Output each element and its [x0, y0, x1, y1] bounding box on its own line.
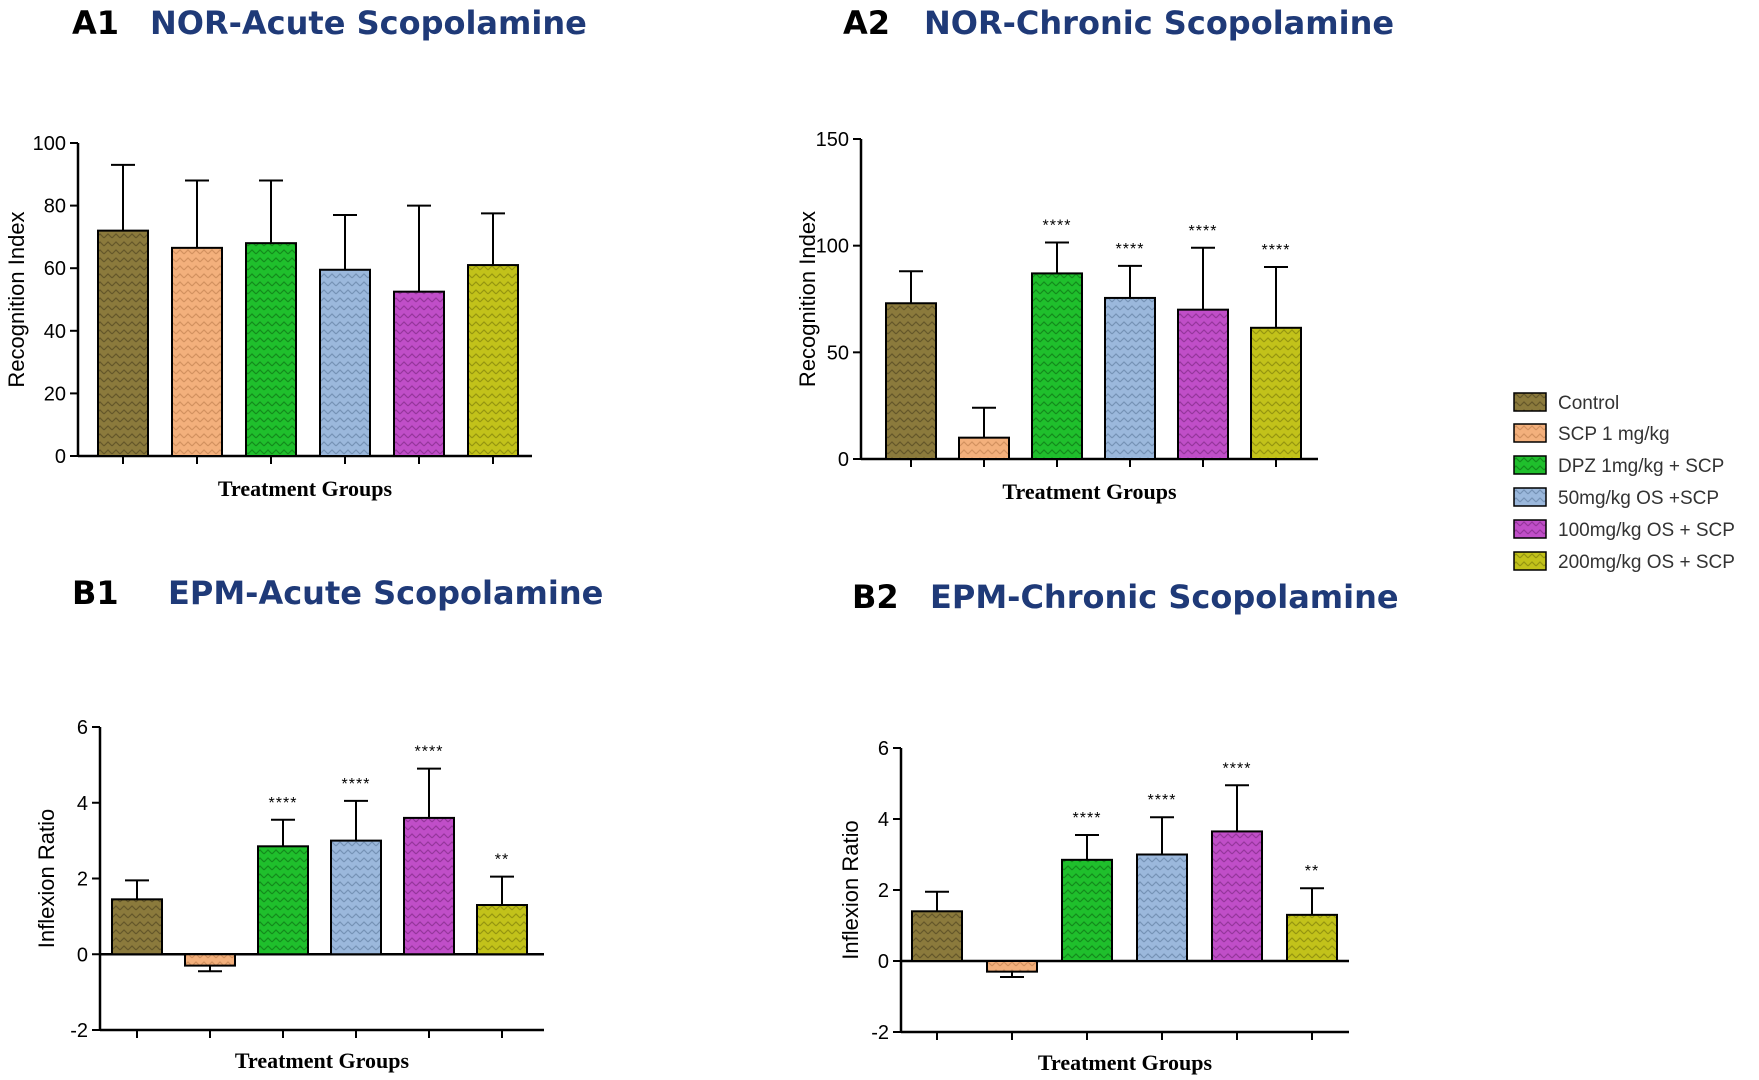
panel-b1-y-tick-label: 0 — [77, 944, 88, 966]
panel-b1-sig-dpz: **** — [269, 795, 298, 812]
panel-b2-bar-os50 — [1136, 853, 1188, 962]
panel-a1-bar-os100 — [393, 290, 445, 457]
panel-b2-sig-dpz: **** — [1073, 810, 1102, 827]
panel-a1-y-tick-label: 80 — [44, 196, 66, 218]
panel-a1-bar-os200 — [467, 264, 519, 457]
panel-b1-y-tick-label: 2 — [77, 869, 88, 891]
panel-b1-title: EPM-Acute Scopolamine — [168, 574, 603, 612]
legend-swatch-os50 — [1513, 487, 1547, 507]
panel-a2-sig-os100: **** — [1189, 223, 1218, 240]
panel-a2-bar-scp — [958, 436, 1010, 460]
panel-b1-bar-os200 — [476, 904, 528, 956]
panel-a1-y-tick-label: 0 — [55, 446, 66, 468]
panel-a1-bar-dpz — [245, 242, 297, 457]
panel-a1-title: NOR-Acute Scopolamine — [150, 4, 587, 42]
panel-b1-sig-os100: **** — [415, 744, 444, 761]
panel-a1: A1 NOR-Acute Scopolamine 0 20 40 60 80 100 Rec… — [4, 4, 587, 501]
panel-a2-sig-dpz: **** — [1043, 217, 1072, 234]
panel-a2-bar-dpz — [1031, 272, 1083, 460]
panel-b2-title: EPM-Chronic Scopolamine — [930, 578, 1399, 616]
panel-a2-bar-os200 — [1250, 326, 1302, 460]
panel-a2: A2 NOR-Chronic Scopolamine 0 50 100 150 Reco… — [795, 4, 1394, 504]
panel-b1-bar-dpz — [257, 845, 309, 956]
panel-a2-bar-os50 — [1104, 296, 1156, 460]
panel-b2: B2 EPM-Chronic Scopolamine -2 0 2 4 6 Inflexi… — [838, 578, 1399, 1075]
panel-b2-sig-os200: ** — [1305, 863, 1319, 880]
panel-a1-letter: A1 — [72, 4, 119, 42]
panel-a2-sig-os200: **** — [1262, 242, 1291, 259]
legend-swatch-scp — [1513, 423, 1547, 443]
panel-a2-y-tick-label: 0 — [838, 449, 849, 471]
panel-b2-y-tick-label: 6 — [878, 738, 889, 760]
panel-b1-bar-os100 — [403, 816, 455, 956]
legend-label-scp: SCP 1 mg/kg — [1558, 424, 1670, 445]
panel-a2-sig-os50: **** — [1116, 241, 1145, 258]
legend: Control SCP 1 mg/kg DPZ 1mg/kg + SCP 50m… — [1513, 392, 1735, 573]
panel-a1-bar-os50 — [319, 268, 371, 458]
panel-b2-y-tick-label: 4 — [878, 809, 889, 831]
legend-label-dpz: DPZ 1mg/kg + SCP — [1558, 456, 1724, 477]
panel-a1-bar-scp — [171, 246, 223, 457]
panel-b2-y-tick-label: 2 — [878, 880, 889, 902]
panel-b2-sig-os100: **** — [1223, 760, 1252, 777]
panel-b1: B1 EPM-Acute Scopolamine -2 0 2 4 6 Inflexion… — [34, 574, 603, 1073]
legend-swatch-dpz — [1513, 455, 1547, 475]
legend-swatch-control — [1513, 392, 1547, 412]
panel-a1-y-tick-label: 20 — [44, 383, 66, 405]
panel-a2-bar-control — [885, 302, 937, 460]
panel-b2-y-tick-label: -2 — [871, 1022, 889, 1044]
legend-label-control: Control — [1558, 393, 1619, 414]
panel-a2-title: NOR-Chronic Scopolamine — [924, 4, 1394, 42]
panel-a2-plot: 0 50 100 150 Recognition Index Treatment Grou… — [795, 129, 1318, 504]
panel-b2-bar-dpz — [1061, 858, 1113, 963]
panel-b2-y-label: Inflexion Ratio — [838, 820, 863, 959]
panel-b1-y-tick-label: 4 — [77, 793, 88, 815]
panel-b2-letter: B2 — [852, 578, 899, 616]
panel-b1-sig-os200: ** — [495, 852, 509, 869]
panel-b1-y-label: Inflexion Ratio — [34, 809, 59, 948]
panel-a1-y-tick-label: 100 — [33, 133, 66, 155]
panel-a1-plot: 0 20 40 60 80 100 Recognition Index Treatment G… — [4, 133, 532, 501]
panel-b1-y-tick-label: -2 — [70, 1020, 88, 1042]
panel-b1-sig-os50: **** — [342, 776, 371, 793]
panel-a2-x-label: Treatment Groups — [1002, 479, 1177, 504]
panel-b2-bar-os200 — [1286, 913, 1338, 962]
panel-a1-y-label: Recognition Index — [4, 211, 29, 387]
legend-label-os200: 200mg/kg OS + SCP — [1558, 552, 1735, 573]
panel-b2-bar-control — [911, 910, 963, 962]
panel-b1-bar-os50 — [330, 839, 382, 956]
panel-b2-bar-scp — [986, 960, 1038, 973]
panel-a1-y-tick-label: 60 — [44, 258, 66, 280]
panel-b1-bar-scp — [184, 953, 236, 967]
panel-a2-y-label: Recognition Index — [795, 211, 820, 387]
legend-label-os50: 50mg/kg OS +SCP — [1558, 488, 1719, 509]
panel-a2-y-tick-label: 100 — [816, 236, 849, 258]
panel-a2-bar-os100 — [1177, 308, 1229, 460]
panel-b1-letter: B1 — [72, 574, 119, 612]
panel-a1-x-label: Treatment Groups — [218, 476, 393, 501]
panel-b1-y-tick-label: 6 — [77, 717, 88, 739]
panel-a2-y-tick-label: 50 — [827, 342, 849, 364]
legend-label-os100: 100mg/kg OS + SCP — [1558, 520, 1735, 541]
panel-b2-bar-os100 — [1211, 830, 1263, 962]
panel-b2-sig-os50: **** — [1148, 792, 1177, 809]
panel-a2-y-tick-label: 150 — [816, 129, 849, 151]
panel-a1-y-tick-label: 40 — [44, 321, 66, 343]
panel-a1-bar-control — [97, 229, 149, 457]
panel-b2-y-tick-label: 0 — [878, 951, 889, 973]
panel-a2-letter: A2 — [843, 4, 890, 42]
legend-swatch-os100 — [1513, 519, 1547, 539]
panel-b1-bar-control — [111, 898, 163, 956]
panel-b2-x-label: Treatment Groups — [1038, 1050, 1213, 1075]
panel-b1-x-label: Treatment Groups — [235, 1048, 410, 1073]
legend-swatch-os200 — [1513, 551, 1547, 571]
